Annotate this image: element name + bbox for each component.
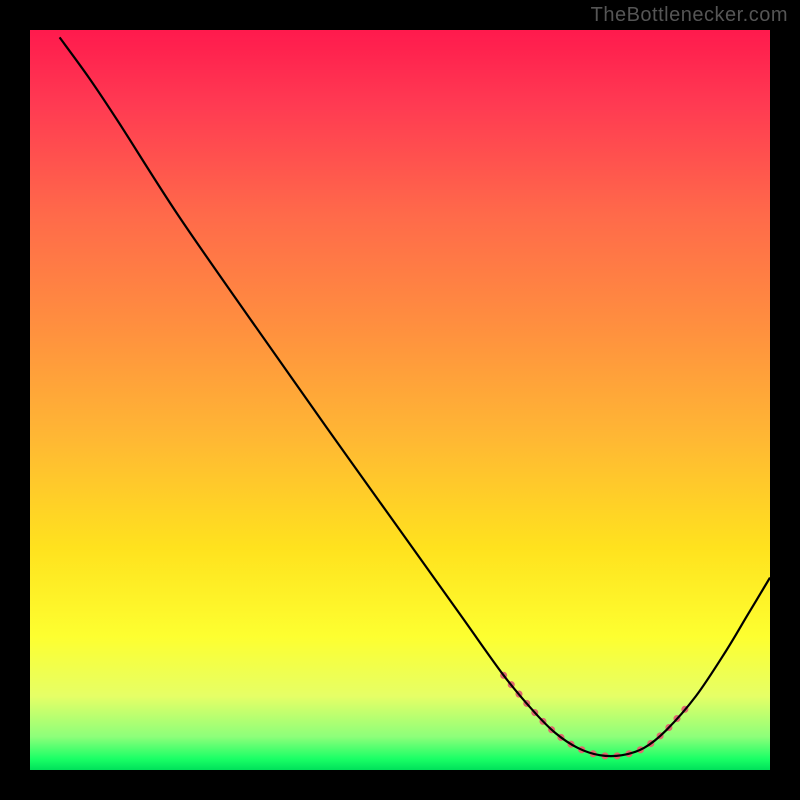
gradient-background [30, 30, 770, 770]
chart-frame: TheBottlenecker.com [0, 0, 800, 800]
plot-area [30, 30, 770, 770]
watermark-text: TheBottlenecker.com [591, 4, 788, 27]
plot-svg [30, 30, 770, 770]
